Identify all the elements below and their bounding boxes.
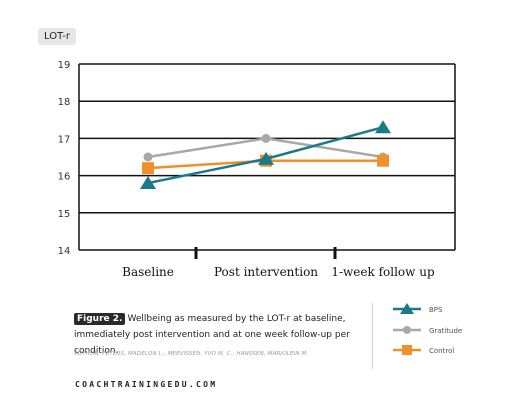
figure-caption: Figure 2. Wellbeing as measured by the LO… [74, 311, 370, 359]
legend-marker-bps [400, 303, 414, 314]
legend-marker-gratitude [403, 326, 411, 334]
x-tick-mark-1 [194, 247, 198, 259]
legend-marker-control [402, 345, 412, 355]
y-tick-label-15: 15 [58, 209, 71, 220]
legend-label-bps: BPS [429, 306, 443, 314]
data-point-bps-2 [258, 151, 274, 165]
data-point-gratitude-2 [261, 133, 271, 143]
data-point-bps-1 [140, 176, 156, 190]
data-point-control-3 [377, 154, 389, 167]
data-point-gratitude-1 [143, 152, 153, 162]
data-point-control-1 [142, 162, 154, 175]
site-name: COACHTRAININGEDU.COM [75, 380, 218, 389]
y-tick-label-16: 16 [58, 172, 71, 183]
y-tick-label-18: 18 [58, 97, 71, 108]
x-tick-label-1: Baseline [122, 265, 174, 279]
x-tick-label-3: 1-week follow up [331, 265, 435, 279]
figure-label: Figure 2. [74, 313, 126, 325]
author-credit: AUTHOR: PETERS, MADELON L.; MEEVISSEN, Y… [74, 351, 309, 357]
legend-divider [372, 303, 373, 369]
legend-label-control: Control [429, 347, 454, 355]
caption-text: Wellbeing as measured by the LOT-r at ba… [74, 314, 350, 356]
y-axis-label: LOT-r [38, 28, 76, 45]
x-tick-label-2: Post intervention [214, 265, 318, 279]
y-tick-label-17: 17 [58, 134, 71, 145]
x-tick-mark-2 [333, 247, 337, 259]
y-tick-label-19: 19 [58, 60, 71, 71]
legend-label-gratitude: Gratitude [429, 327, 462, 335]
data-point-bps-3 [375, 120, 391, 134]
y-tick-label-14: 14 [58, 246, 71, 257]
